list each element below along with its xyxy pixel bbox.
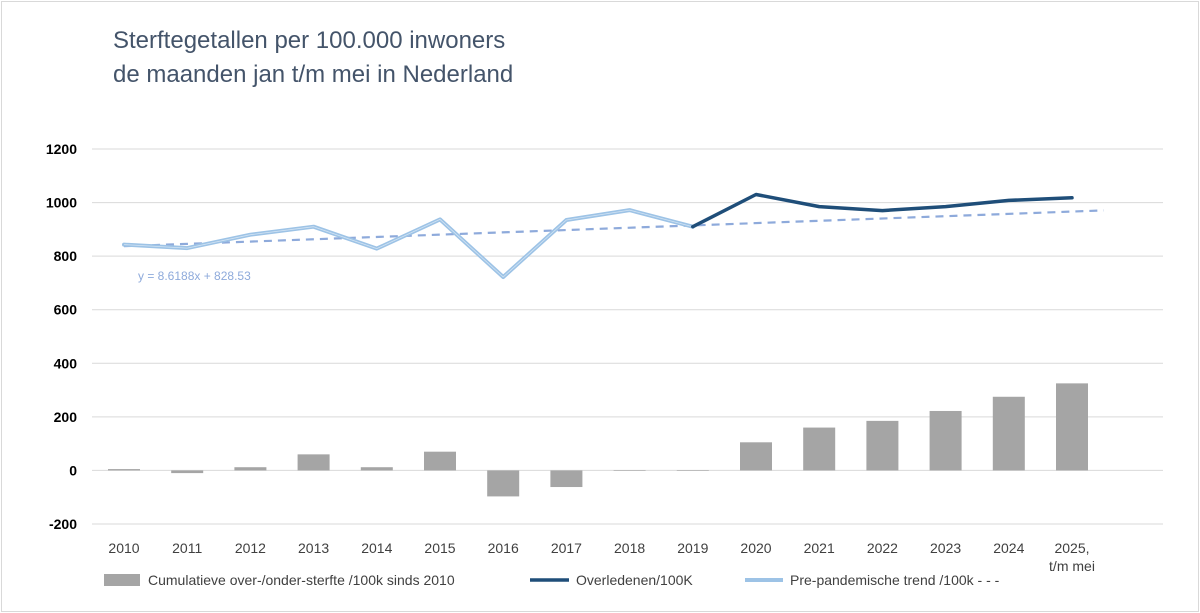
legend-label-prepandemic: Pre-pandemische trend /100k - - - xyxy=(790,572,1000,588)
legend-label-bars: Cumulatieve over-/onder-sterfte /100k si… xyxy=(148,572,455,588)
x-tick-label: 2020 xyxy=(740,540,771,556)
x-tick-label: 2018 xyxy=(614,540,645,556)
bar xyxy=(676,470,709,471)
x-tick-label-line: 2022 xyxy=(867,540,898,556)
bar xyxy=(740,442,772,471)
legend: Cumulatieve over-/onder-sterfte /100k si… xyxy=(104,572,1000,588)
bar xyxy=(297,454,330,471)
x-tick-label: 2019 xyxy=(677,540,708,556)
prepandemic-line-highlight xyxy=(123,209,693,278)
chart-title-line-1: Sterftegetallen per 100.000 inwoners xyxy=(113,27,506,54)
x-tick-label: 2024 xyxy=(993,540,1024,556)
x-tick-label-line: 2018 xyxy=(614,540,645,556)
bar xyxy=(550,470,583,488)
y-tick-label: 200 xyxy=(54,409,78,425)
x-tick-label-line: 2020 xyxy=(740,540,771,556)
x-tick-label: 2011 xyxy=(172,540,202,556)
legend-label-overledenen: Overledenen/100K xyxy=(576,572,693,588)
x-tick-label-line: 2019 xyxy=(677,540,708,556)
trendline xyxy=(123,209,1104,248)
x-tick-label-line: 2021 xyxy=(804,540,835,556)
x-tick-label-line: 2017 xyxy=(551,540,582,556)
bar xyxy=(424,451,456,471)
x-tick-label-line: 2014 xyxy=(361,540,392,556)
bar xyxy=(487,470,520,497)
bar xyxy=(234,467,267,471)
bar xyxy=(360,467,393,471)
x-tick-label: 2017 xyxy=(551,540,582,556)
gridlines xyxy=(92,148,1163,525)
x-tick-label-line: 2011 xyxy=(172,540,202,556)
x-tick-label-line: 2025, xyxy=(1054,540,1089,556)
y-tick-label: 0 xyxy=(69,462,77,478)
y-tick-label: 400 xyxy=(54,355,78,371)
x-tick-label-line: 2010 xyxy=(108,540,139,556)
x-tick-label-line: 2016 xyxy=(488,540,519,556)
x-tick-label-line: t/m mei xyxy=(1049,558,1095,574)
x-axis: 2010 2011 2012 2013 2014 2015 2016 2017 2018 2019… xyxy=(108,540,1095,574)
bar xyxy=(992,396,1025,471)
x-tick-label: 2016 xyxy=(488,540,519,556)
x-tick-label-line: 2023 xyxy=(930,540,961,556)
x-tick-label: 2010 xyxy=(108,540,139,556)
x-tick-label: 2025, t/m mei xyxy=(1049,540,1095,574)
chart-title-line-2: de maanden jan t/m mei in Nederland xyxy=(113,61,514,88)
legend-swatch-bars xyxy=(104,574,140,586)
y-tick-label: -200 xyxy=(49,516,77,532)
y-axis: -200 0 200 400 600 800 1000 1200 xyxy=(46,141,77,532)
trendline-equation: y = 8.6188x + 828.53 xyxy=(138,269,251,283)
bar xyxy=(108,469,140,471)
x-tick-label-line: 2015 xyxy=(424,540,455,556)
x-tick-label-line: 2012 xyxy=(235,540,266,556)
x-tick-label: 2012 xyxy=(235,540,266,556)
x-tick-label: 2023 xyxy=(930,540,961,556)
x-tick-label: 2015 xyxy=(424,540,455,556)
bar xyxy=(929,410,962,471)
x-tick-label: 2022 xyxy=(867,540,898,556)
bar xyxy=(171,470,204,474)
x-tick-label: 2021 xyxy=(804,540,835,556)
y-tick-label: 1200 xyxy=(46,141,77,157)
x-tick-label: 2013 xyxy=(298,540,329,556)
y-tick-label: 1000 xyxy=(46,195,77,211)
y-tick-label: 800 xyxy=(54,248,78,264)
bar xyxy=(613,470,646,471)
y-tick-label: 600 xyxy=(54,302,78,318)
x-tick-label: 2014 xyxy=(361,540,392,556)
bar xyxy=(803,427,836,471)
overledenen-series xyxy=(691,192,1074,229)
x-tick-label-line: 2024 xyxy=(993,540,1024,556)
bar-series xyxy=(108,383,1088,497)
x-tick-label-line: 2013 xyxy=(298,540,329,556)
bar xyxy=(866,420,899,471)
prepandemic-series xyxy=(122,208,695,279)
bar xyxy=(1056,383,1088,471)
chart-title: Sterftegetallen per 100.000 inwoners de … xyxy=(113,24,513,92)
